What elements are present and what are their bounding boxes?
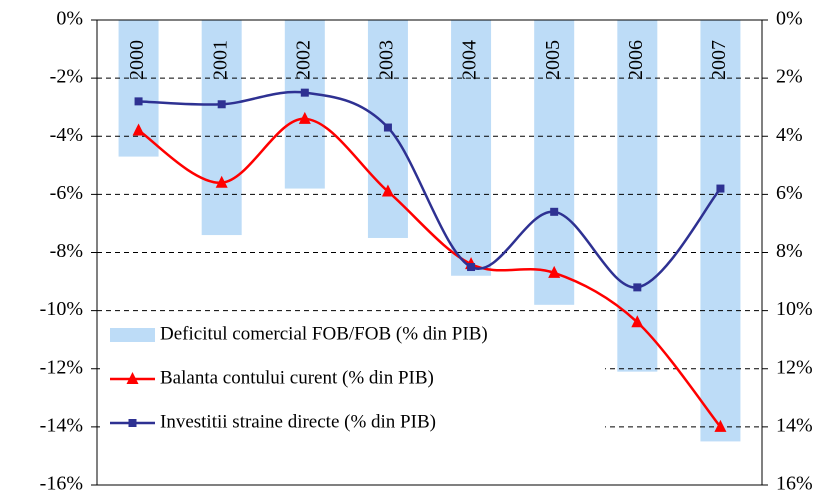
y2-tick-label: 0%	[776, 8, 803, 30]
marker	[381, 184, 394, 197]
y-tick-label: -2%	[50, 66, 83, 88]
bar	[451, 20, 492, 276]
y-tick-label: 0%	[56, 8, 83, 30]
legend-box	[100, 315, 605, 447]
marker	[134, 97, 143, 106]
y2-tick-label: 14%	[776, 414, 813, 436]
y2-tick-label: 2%	[776, 66, 803, 88]
marker	[300, 88, 309, 97]
x-tick-label: 2003	[376, 40, 398, 80]
line	[138, 90, 722, 289]
legend-label: Balanta contului curent (% din PIB)	[160, 367, 434, 388]
y-tick-label: -8%	[50, 240, 83, 262]
y-tick-label: -14%	[40, 414, 83, 436]
y-tick-label: -10%	[40, 298, 83, 320]
x-tick-label: 2004	[459, 40, 481, 80]
legend-marker	[128, 419, 137, 427]
marker	[383, 123, 392, 132]
legend-label: Deficitul comercial FOB/FOB (% din PIB)	[160, 323, 488, 344]
marker	[550, 207, 559, 216]
marker	[631, 315, 644, 328]
bar	[201, 20, 242, 236]
marker	[548, 265, 561, 278]
marker	[215, 175, 228, 188]
y2-tick-label: 6%	[776, 182, 803, 204]
marker	[132, 123, 145, 136]
bar	[284, 20, 325, 189]
y-tick-label: -4%	[50, 124, 83, 146]
marker	[298, 111, 311, 124]
marker	[633, 283, 642, 292]
legend: Deficitul comercial FOB/FOB (% din PIB) B…	[100, 315, 605, 447]
marker	[467, 263, 476, 272]
y-tick-label: -12%	[40, 356, 83, 378]
x-tick-label: 2000	[126, 40, 148, 80]
legend-marker	[126, 372, 139, 384]
bar	[700, 20, 741, 442]
x-tick-label: 2002	[292, 40, 314, 80]
y2-tick-label: 16%	[776, 473, 813, 495]
marker	[714, 419, 727, 432]
marker	[217, 100, 226, 109]
x-tick-label: 2006	[625, 40, 647, 80]
y-tick-label: -16%	[40, 473, 83, 495]
y-tick-label: -6%	[50, 182, 83, 204]
y2-tick-label: 10%	[776, 298, 813, 320]
x-tick-label: 2007	[708, 40, 730, 80]
legend-swatch	[110, 328, 155, 342]
bar	[534, 20, 575, 305]
x-tick-label: 2005	[542, 40, 564, 80]
x-tick-label: 2001	[209, 40, 231, 80]
marker	[716, 184, 725, 193]
y2-tick-label: 4%	[776, 124, 803, 146]
y2-tick-label: 8%	[776, 240, 803, 262]
y2-tick-label: 12%	[776, 356, 813, 378]
legend-label: Investitii straine directe (% din PIB)	[160, 411, 436, 432]
